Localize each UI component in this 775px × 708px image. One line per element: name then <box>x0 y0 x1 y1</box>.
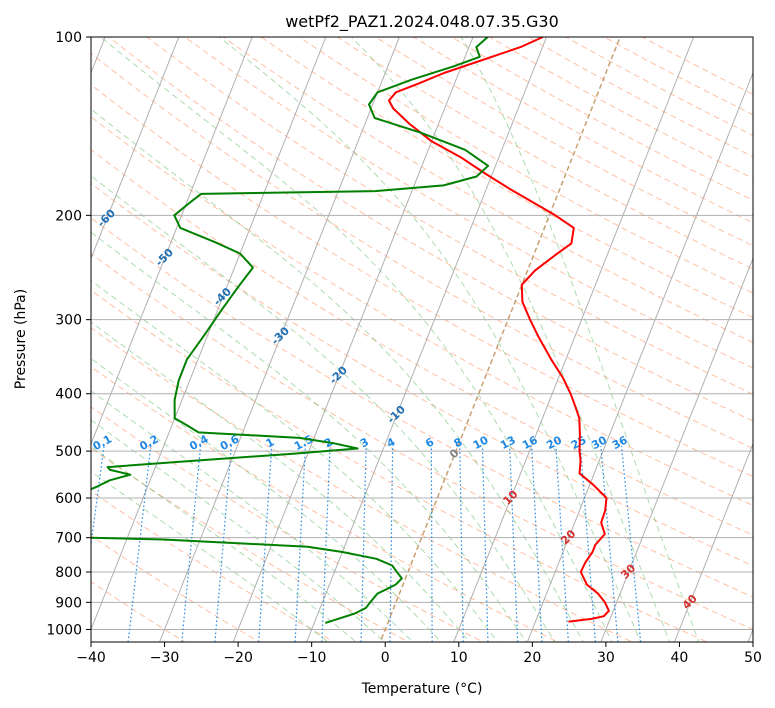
dry-adiabat <box>184 37 753 369</box>
dry-adiabat <box>374 37 753 247</box>
dry-adiabats <box>91 37 753 642</box>
moist-adiabat <box>350 37 671 642</box>
mixing-ratio-line <box>127 445 152 642</box>
dry-adiabat <box>91 52 753 450</box>
y-tick-label: 600 <box>55 491 82 507</box>
isotherm-line <box>306 37 548 642</box>
y-tick-label: 200 <box>55 208 82 224</box>
mixing-ratio-label: 10 <box>471 433 491 452</box>
mixing-ratio-line <box>360 445 367 642</box>
x-tick-label: −30 <box>150 650 180 666</box>
mixing-ratio-line <box>258 445 273 642</box>
dry-adiabat <box>260 37 753 319</box>
mixing-ratio-label: 20 <box>544 433 564 452</box>
dry-adiabat <box>91 366 559 642</box>
sounding-traces <box>91 37 610 624</box>
plot-frame <box>90 36 754 643</box>
dry-adiabat <box>107 37 753 422</box>
x-tick-label: 0 <box>381 650 390 666</box>
y-tick-label: 500 <box>55 444 82 460</box>
mixing-ratio-label: 13 <box>498 433 518 452</box>
temperature-trace <box>388 37 610 623</box>
x-axis-label: Temperature (°C) <box>361 681 483 697</box>
isotherm-line <box>673 442 753 642</box>
moist-adiabat <box>91 279 499 642</box>
dry-adiabat <box>641 37 753 95</box>
isotherm-line <box>91 37 253 446</box>
x-tick-label: 40 <box>671 650 689 666</box>
dry-adiabat <box>91 327 634 642</box>
dewpoint-trace <box>91 37 490 624</box>
mixing-ratio-lines <box>91 445 642 642</box>
y-axis: 100 200 300 400 500 600 700 800 900 1000 <box>46 30 91 638</box>
chart-title: wetPf2_PAZ1.2024.048.07.35.G30 <box>285 12 559 32</box>
x-tick-label: 50 <box>744 650 762 666</box>
isotherm-label: -80 <box>0 128 2 151</box>
mixing-ratio-line <box>555 445 569 642</box>
isotherm-line <box>91 37 327 631</box>
mixing-ratio-line <box>481 445 489 642</box>
isotherm-line <box>526 71 753 642</box>
mixing-ratio-line <box>579 445 597 642</box>
mixing-ratio-line <box>214 445 232 642</box>
dry-adiabat <box>222 37 753 344</box>
y-tick-label: 1000 <box>46 622 82 638</box>
dry-adiabat <box>91 252 753 630</box>
isotherm-label: -70 <box>37 167 60 190</box>
mixing-ratio-line <box>181 445 202 642</box>
y-tick-label: 100 <box>55 30 82 46</box>
mixing-ratio-line <box>600 445 619 642</box>
dry-adiabat <box>91 182 753 567</box>
mixing-ratio-line <box>459 445 464 642</box>
x-tick-label: −40 <box>76 650 106 666</box>
moist-adiabat <box>91 321 470 642</box>
isotherm-line <box>91 37 180 260</box>
mixing-ratio-line <box>389 445 394 642</box>
y-tick-label: 900 <box>55 595 82 611</box>
dry-adiabat <box>336 37 753 270</box>
dry-adiabat <box>146 37 753 395</box>
y-tick-label: 700 <box>55 531 82 547</box>
isotherm-line <box>600 257 753 642</box>
isotherm-grid <box>91 37 753 642</box>
dry-adiabat <box>91 84 753 478</box>
mixing-ratio-line <box>509 445 519 642</box>
x-axis: −40 −30 −20 −10 0 10 20 30 40 50 <box>76 642 762 666</box>
y-tick-label: 300 <box>55 313 82 329</box>
mixing-ratio-label: 16 <box>520 433 540 452</box>
isotherm-line <box>232 37 474 642</box>
mixing-ratio-line <box>620 445 642 642</box>
dry-adiabat <box>603 37 753 116</box>
moist-adiabat <box>91 231 527 642</box>
mixing-ratio-line <box>430 445 433 642</box>
x-tick-label: 10 <box>450 650 468 666</box>
x-tick-label: −10 <box>297 650 327 666</box>
mixing-ratio-line <box>531 445 543 642</box>
y-tick-label: 400 <box>55 387 82 403</box>
x-tick-label: 30 <box>597 650 615 666</box>
dry-adiabat <box>91 534 261 642</box>
y-tick-label: 800 <box>55 565 82 581</box>
isotherm-line <box>453 37 695 642</box>
dry-adiabat <box>91 217 753 598</box>
y-axis-label: Pressure (hPa) <box>13 289 29 389</box>
isotherm-line <box>379 37 621 642</box>
dry-adiabat <box>526 37 753 158</box>
mixing-ratio-label: 30 <box>589 433 609 452</box>
dry-adiabat <box>488 37 753 179</box>
x-tick-label: −20 <box>223 650 253 666</box>
mixing-ratio-label: 36 <box>610 433 630 452</box>
mixing-ratio-line <box>294 445 306 642</box>
x-tick-label: 20 <box>523 650 541 666</box>
dry-adiabat <box>91 289 709 642</box>
